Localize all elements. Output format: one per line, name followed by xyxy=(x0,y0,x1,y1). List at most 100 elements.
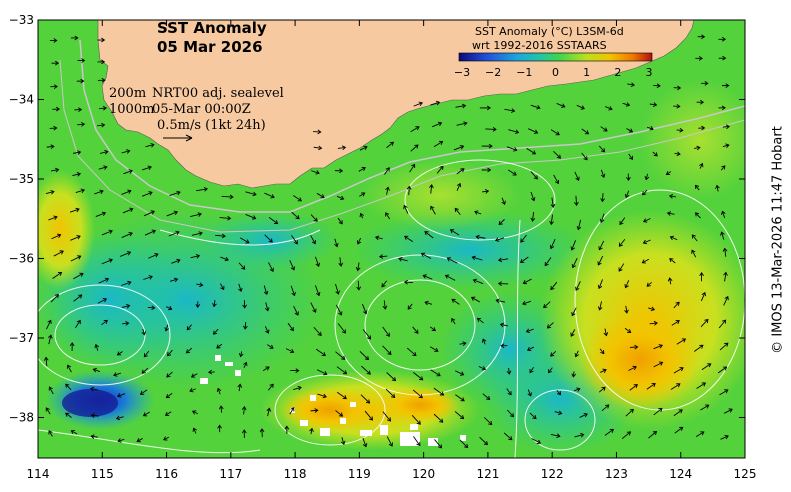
x-tick-label: 119 xyxy=(348,467,371,481)
current-arrowhead xyxy=(437,121,443,127)
current-arrow xyxy=(530,171,538,180)
current-arrowhead xyxy=(218,405,224,410)
current-arrow xyxy=(95,344,99,351)
current-arrowhead xyxy=(269,383,274,388)
current-arrowhead xyxy=(497,281,502,286)
current-arrow xyxy=(447,257,458,264)
current-arrow xyxy=(691,234,698,242)
current-arrow xyxy=(445,275,456,281)
current-arrow xyxy=(550,214,553,225)
current-arrow xyxy=(604,429,614,436)
current-arrow xyxy=(530,191,535,201)
current-arrow xyxy=(72,151,81,154)
current-arrow xyxy=(385,388,395,398)
current-arrow xyxy=(700,292,706,302)
cold-core xyxy=(62,389,118,417)
current-arrowhead xyxy=(416,441,421,447)
current-arrowhead xyxy=(476,317,482,322)
current-arrowhead xyxy=(460,397,465,402)
current-arrowhead xyxy=(315,291,321,297)
current-arrowhead xyxy=(603,127,608,132)
current-arrow xyxy=(574,434,584,438)
current-arrow xyxy=(619,238,626,247)
current-arrowhead xyxy=(142,412,148,417)
current-arrowhead xyxy=(386,417,391,422)
current-arrowhead xyxy=(584,130,590,135)
current-arrowhead xyxy=(580,105,585,110)
current-arrowhead xyxy=(212,302,217,308)
current-arrowhead xyxy=(531,150,537,155)
current-arrow xyxy=(529,412,537,419)
current-arrowhead xyxy=(434,347,439,352)
current-arrow xyxy=(316,192,325,198)
current-arrow xyxy=(673,409,683,417)
current-arrow xyxy=(646,281,652,287)
current-arrowhead xyxy=(679,367,684,372)
current-arrow xyxy=(339,257,342,267)
current-arrow xyxy=(263,285,268,295)
current-arrowhead xyxy=(487,167,492,173)
current-arrow xyxy=(423,275,433,280)
current-arrow xyxy=(669,195,677,198)
current-arrow xyxy=(522,300,532,305)
current-arrow xyxy=(723,296,729,306)
current-arrow xyxy=(98,166,107,170)
current-arrow xyxy=(598,386,606,393)
current-arrowhead xyxy=(338,262,344,267)
current-arrow xyxy=(291,211,300,220)
current-arrow xyxy=(341,437,345,445)
current-arrowhead xyxy=(721,210,726,215)
current-arrow xyxy=(361,303,367,314)
current-arrow xyxy=(240,351,243,357)
current-arrowhead xyxy=(382,305,388,310)
current-arrow xyxy=(625,280,630,288)
current-arrowhead xyxy=(411,163,416,169)
current-arrowhead xyxy=(629,408,634,414)
current-arrowhead xyxy=(414,329,419,334)
current-arrow xyxy=(121,281,131,286)
current-arrow xyxy=(122,208,133,214)
current-arrow xyxy=(289,407,295,415)
current-arrow xyxy=(571,307,577,316)
current-arrow xyxy=(196,188,208,192)
current-arrow xyxy=(574,388,581,392)
current-arrowhead xyxy=(707,363,712,368)
current-arrow xyxy=(121,190,132,195)
current-arrow xyxy=(673,301,680,309)
current-arrow xyxy=(217,388,221,395)
current-arrow xyxy=(508,129,519,133)
depth-1000m-label: 1000m xyxy=(109,102,154,117)
current-arrowhead xyxy=(80,122,86,127)
current-arrowhead xyxy=(507,391,512,396)
current-arrow xyxy=(720,165,726,171)
current-arrowhead xyxy=(103,165,108,170)
current-arrow xyxy=(646,383,656,390)
latitude-axis: −33−34−35−36−37−38 xyxy=(9,13,745,425)
current-arrowhead xyxy=(338,220,343,225)
current-arrowhead xyxy=(459,371,465,376)
velocity-scale-arrow xyxy=(163,134,193,142)
current-arrow xyxy=(671,320,680,326)
current-arrow xyxy=(600,213,605,223)
current-arrowhead xyxy=(104,277,110,283)
current-arrow xyxy=(386,187,389,195)
current-arrow xyxy=(599,348,605,354)
current-arrowhead xyxy=(701,125,706,131)
current-arrowhead xyxy=(108,258,113,263)
current-arrowhead xyxy=(113,372,118,377)
current-arrowhead xyxy=(241,265,246,270)
current-arrowhead xyxy=(533,175,538,180)
current-arrowhead xyxy=(290,266,296,271)
current-arrowhead xyxy=(598,246,603,251)
current-arrow xyxy=(412,326,419,334)
current-arrowhead xyxy=(366,335,372,340)
current-arrow xyxy=(406,347,417,356)
current-arrowhead xyxy=(407,305,412,310)
y-tick-label: −33 xyxy=(9,13,34,27)
current-arrow xyxy=(357,237,362,245)
current-arrow xyxy=(287,322,294,331)
current-arrow xyxy=(144,230,156,236)
current-arrowhead xyxy=(624,309,629,314)
current-arrow xyxy=(381,280,387,288)
time-label: 05-Mar 00:00Z xyxy=(152,102,251,117)
